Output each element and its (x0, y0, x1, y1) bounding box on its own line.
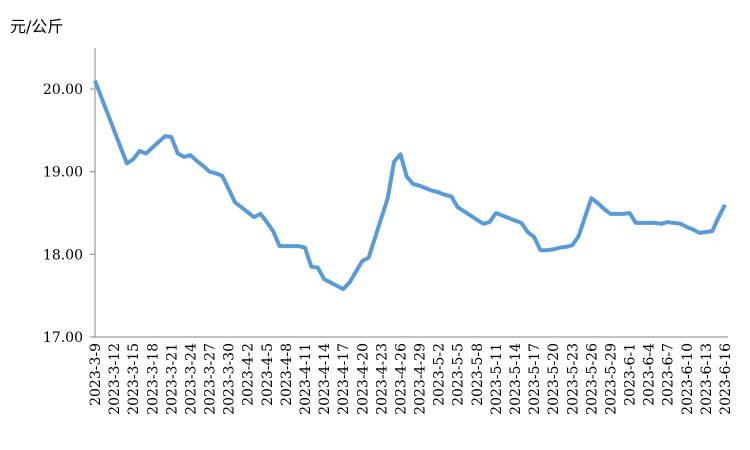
x-tick-label: 2023-6-13 (699, 343, 715, 415)
y-tick-label: 20.00 (43, 82, 83, 98)
x-tick-label: 2023-5-2 (432, 343, 448, 406)
x-tick-label: 2023-5-23 (565, 343, 581, 415)
x-tick-label: 2023-3-30 (222, 343, 238, 415)
data-line (93, 80, 727, 292)
x-tick-label: 2023-6-10 (680, 343, 696, 415)
x-tick-label: 2023-5-8 (470, 343, 486, 406)
x-tick-label: 2023-4-26 (393, 343, 409, 415)
x-tick-label: 2023-4-17 (336, 343, 352, 415)
y-axis-title: 元/公斤 (10, 17, 63, 36)
x-tick-label: 2023-4-23 (374, 343, 390, 415)
x-tick-label: 2023-3-24 (183, 343, 199, 415)
x-tick-label: 2023-6-1 (623, 343, 639, 406)
x-tick-label: 2023-6-16 (718, 343, 734, 415)
x-tick-label: 2023-3-12 (107, 343, 123, 415)
x-tick-label: 2023-3-18 (145, 343, 161, 415)
x-tick-label: 2023-5-5 (451, 343, 467, 406)
x-tick-label: 2023-4-29 (413, 343, 429, 415)
x-tick-label: 2023-4-14 (317, 343, 333, 415)
x-tick-label: 2023-6-7 (661, 343, 677, 406)
x-tick-label: 2023-5-20 (546, 343, 562, 415)
x-tick-label: 2023-5-26 (584, 343, 600, 415)
x-tick-label: 2023-4-8 (279, 343, 295, 406)
x-tick-label: 2023-4-20 (355, 343, 371, 415)
y-tick-label: 17.00 (43, 330, 83, 346)
x-tick-label: 2023-4-5 (260, 343, 276, 406)
x-tick-label: 2023-5-14 (508, 343, 524, 415)
y-tick-label: 18.00 (43, 247, 83, 263)
x-tick-label: 2023-3-27 (203, 343, 219, 415)
x-tick-label: 2023-3-21 (164, 343, 180, 415)
x-tick-label: 2023-3-9 (88, 343, 104, 406)
x-tick-label: 2023-5-17 (527, 343, 543, 415)
x-tick-label: 2023-4-11 (298, 343, 314, 415)
x-tick-label: 2023-4-2 (241, 343, 257, 406)
y-tick-label: 19.00 (43, 165, 83, 181)
x-tick-label: 2023-5-29 (603, 343, 619, 415)
x-tick-label: 2023-6-4 (642, 343, 658, 406)
x-tick-label: 2023-3-15 (126, 343, 142, 415)
x-tick-label: 2023-5-11 (489, 343, 505, 415)
